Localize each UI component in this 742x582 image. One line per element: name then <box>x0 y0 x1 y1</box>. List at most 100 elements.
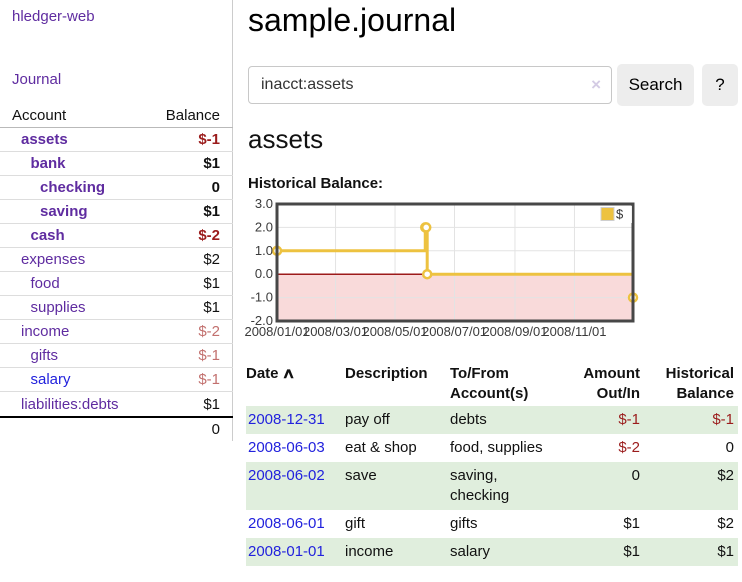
account-row: bank $1 <box>0 152 233 176</box>
account-balance: $-2 <box>198 227 220 244</box>
account-balance: $2 <box>203 251 220 268</box>
search-input[interactable] <box>249 67 611 103</box>
page-title: sample.journal <box>248 2 457 38</box>
account-row: expenses $2 <box>0 248 233 272</box>
account-balance: 0 <box>211 179 220 196</box>
transaction-date-link[interactable]: 2008-01-01 <box>248 543 325 560</box>
transaction-description: gift <box>345 515 366 532</box>
search-bar: × Search ? <box>248 64 742 106</box>
account-balance: $1 <box>203 275 220 292</box>
account-row: food $1 <box>0 272 233 296</box>
account-row: liabilities:debts $1 <box>0 392 233 416</box>
transaction-accounts: food, supplies <box>450 439 543 456</box>
search-button[interactable]: Search <box>617 64 694 106</box>
transaction-date-link[interactable]: 2008-06-01 <box>248 515 325 532</box>
accounts-total-row: 0 <box>0 416 233 441</box>
account-link[interactable]: salary <box>30 371 71 388</box>
account-link[interactable]: bank <box>30 155 66 172</box>
svg-text:-2.0: -2.0 <box>251 313 273 328</box>
column-header-balance: Historical Balance <box>665 365 734 402</box>
account-link[interactable]: expenses <box>21 251 86 268</box>
account-link[interactable]: gifts <box>30 347 59 364</box>
account-row: checking 0 <box>0 176 233 200</box>
accounts-header-balance: Balance <box>165 107 220 124</box>
transaction-date-cell: 2008-01-01 <box>246 538 345 566</box>
svg-text:-1.0: -1.0 <box>251 290 273 305</box>
transaction-balance: $-1 <box>712 411 734 428</box>
column-header-date[interactable]: Date ∧ <box>246 365 295 382</box>
main-content: sample.journal × Search ? assets Histori… <box>244 0 742 582</box>
svg-text:2.0: 2.0 <box>255 219 273 234</box>
transaction-date-link[interactable]: 2008-06-02 <box>248 467 325 484</box>
account-row: saving $1 <box>0 200 233 224</box>
account-link[interactable]: food <box>30 275 60 292</box>
svg-text:2008/11/01: 2008/11/01 <box>542 324 606 339</box>
accounts-header-account: Account <box>12 107 67 124</box>
transaction-date-cell: 2008-06-01 <box>246 510 345 538</box>
transaction-amount: $-1 <box>618 411 640 428</box>
column-header-description: Description <box>345 365 428 382</box>
account-link[interactable]: liabilities:debts <box>21 395 119 413</box>
transaction-date-cell: 2008-06-03 <box>246 434 345 462</box>
transaction-date-cell: 2008-12-31 <box>246 406 345 434</box>
svg-text:2008/03/01: 2008/03/01 <box>303 324 368 339</box>
transaction-amount: $1 <box>623 515 640 532</box>
svg-text:1.0: 1.0 <box>255 243 273 258</box>
transaction-date-link[interactable]: 2008-12-31 <box>248 411 325 428</box>
search-box: × <box>248 66 612 104</box>
account-link[interactable]: assets <box>21 131 68 148</box>
account-row: income $-2 <box>0 320 233 344</box>
register-row: 2008-01-01 income salary $1 $1 <box>246 538 738 566</box>
chart-title: Historical Balance: <box>248 175 384 192</box>
historical-balance-chart: 3.0 2.0 1.0 0.0 -1.0 -2.02008/01/012008/03/01… <box>244 196 639 339</box>
account-row: assets $-1 <box>0 128 233 152</box>
account-balance: $1 <box>203 299 220 316</box>
transaction-accounts: saving, checking <box>450 467 510 504</box>
svg-text:0.0: 0.0 <box>255 266 273 281</box>
transaction-balance: 0 <box>725 439 734 456</box>
account-row: salary $-1 <box>0 368 233 392</box>
account-balance: $-2 <box>198 323 220 340</box>
transaction-description: income <box>345 543 394 560</box>
register-row: 2008-12-31 pay off debts $-1 $-1 <box>246 406 738 434</box>
transaction-amount: $1 <box>623 543 640 560</box>
account-balance: $-1 <box>198 371 220 388</box>
account-heading: assets <box>248 124 324 154</box>
help-button[interactable]: ? <box>702 64 738 106</box>
transaction-date-link[interactable]: 2008-06-03 <box>248 439 325 456</box>
accounts-tree: Account Balance assets $-1 bank $1 checking 0… <box>0 104 233 441</box>
svg-text:2008/01/01: 2008/01/01 <box>244 324 309 339</box>
transaction-balance: $2 <box>717 467 734 484</box>
register-row: 2008-06-03 eat & shop food, supplies $-2 0 <box>246 434 738 462</box>
register-row: 2008-06-02 save saving, checking 0 $2 <box>246 462 738 510</box>
account-link[interactable]: saving <box>40 203 88 220</box>
svg-text:2008/07/01: 2008/07/01 <box>422 324 487 339</box>
transaction-balance: $2 <box>717 515 734 532</box>
transaction-amount: 0 <box>631 467 640 484</box>
accounts-total-value: 0 <box>211 421 220 438</box>
account-balance: $1 <box>203 395 220 413</box>
sort-ascending-icon: ∧ <box>281 365 295 382</box>
transaction-accounts: debts <box>450 411 487 428</box>
account-link[interactable]: income <box>21 323 70 340</box>
column-header-tofrom: To/From Account(s) <box>450 365 529 402</box>
svg-text:$: $ <box>616 207 624 222</box>
transaction-date-cell: 2008-06-02 <box>246 462 345 510</box>
svg-text:2008/05/01: 2008/05/01 <box>362 324 427 339</box>
account-row: supplies $1 <box>0 296 233 320</box>
nav-journal-link[interactable]: Journal <box>12 71 62 88</box>
account-balance: $1 <box>203 155 220 172</box>
clear-search-icon[interactable]: × <box>591 75 601 94</box>
accounts-rows: assets $-1 bank $1 checking 0 saving $1 cash $-2 e… <box>0 128 233 416</box>
account-link[interactable]: supplies <box>30 299 86 316</box>
transaction-accounts: salary <box>450 543 491 560</box>
register-header-row: Date ∧ Description To/From Account(s) Amo… <box>246 362 738 406</box>
transaction-description: pay off <box>345 411 390 428</box>
account-row: cash $-2 <box>0 224 233 248</box>
account-link[interactable]: cash <box>30 227 65 244</box>
account-link[interactable]: checking <box>40 179 106 196</box>
register-table: Date ∧ Description To/From Account(s) Amo… <box>246 362 738 566</box>
column-header-amount: Amount Out/In <box>583 365 640 402</box>
transaction-amount: $-2 <box>618 439 640 456</box>
brand-link[interactable]: hledger-web <box>12 8 95 25</box>
